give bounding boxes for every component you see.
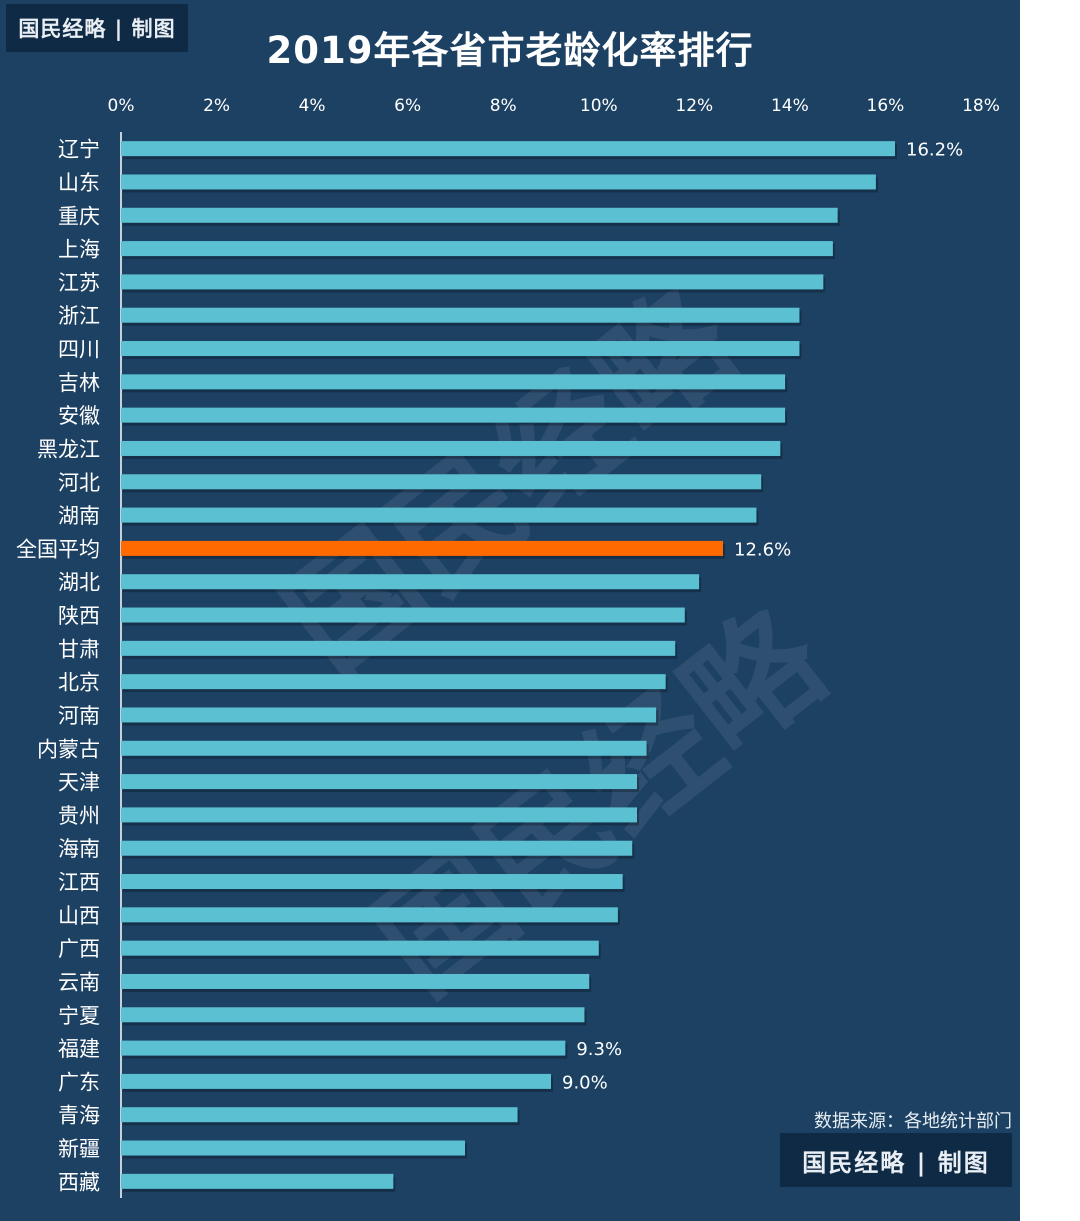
category-label: 江苏 (58, 271, 100, 295)
bar (121, 807, 637, 823)
x-tick-label: 14% (771, 96, 809, 116)
category-label: 甘肃 (58, 637, 100, 661)
bar (121, 307, 800, 323)
brand-badge-bottom: 国民经略 | 制图 (780, 1133, 1012, 1187)
category-label: 四川 (58, 338, 100, 362)
category-label: 河南 (58, 704, 100, 728)
bar (121, 1040, 566, 1056)
category-label: 湖北 (58, 571, 100, 595)
bar (121, 907, 618, 923)
category-label: 西藏 (58, 1170, 100, 1194)
category-label: 云南 (58, 970, 100, 994)
bar (121, 740, 647, 756)
bar (121, 1140, 465, 1156)
x-tick-label: 10% (580, 96, 618, 116)
bar (121, 341, 800, 357)
bar (121, 474, 762, 490)
bar (121, 674, 666, 690)
bar (121, 940, 599, 956)
category-label: 北京 (58, 671, 100, 695)
bar (121, 141, 895, 157)
bar (121, 207, 838, 223)
bar (121, 607, 685, 623)
source-note: 数据来源：各地统计部门 (814, 1111, 1012, 1132)
category-label: 青海 (58, 1104, 100, 1128)
bar (121, 440, 781, 456)
bar (121, 274, 824, 290)
bar (121, 640, 676, 656)
chart-title: 2019年各省市老龄化率排行 (266, 29, 754, 72)
category-label: 安徽 (58, 404, 100, 428)
category-label: 海南 (58, 837, 100, 861)
category-label: 福建 (58, 1037, 100, 1061)
category-label: 河北 (58, 471, 100, 495)
category-label: 辽宁 (58, 138, 100, 162)
category-label: 广西 (58, 937, 100, 961)
bar (121, 973, 590, 989)
x-tick-label: 18% (962, 96, 1000, 116)
bar (121, 407, 786, 423)
x-tick-label: 2% (203, 96, 230, 116)
category-label: 贵州 (58, 804, 100, 828)
category-label: 湖南 (58, 504, 100, 528)
brand-badge-top: 国民经略 | 制图 (6, 4, 188, 52)
category-label: 吉林 (58, 371, 100, 395)
bar (121, 707, 657, 723)
bar (121, 1173, 394, 1189)
bar (121, 174, 876, 190)
bar (121, 1007, 585, 1023)
bar-chart: 0% 2% 4% 6% 8% 10% 12% 14% 16% 18% 辽宁 16.2% 山东重庆上海江苏… (16, 96, 1000, 1198)
data-label: 9.3% (576, 1039, 622, 1060)
bar (121, 840, 633, 856)
bar (121, 574, 700, 590)
category-label: 陕西 (58, 604, 100, 628)
data-label: 12.6% (734, 539, 791, 560)
data-label: 9.0% (562, 1072, 608, 1093)
category-label: 江西 (58, 871, 100, 895)
x-tick-label: 6% (394, 96, 421, 116)
category-label: 上海 (58, 238, 100, 262)
x-tick-label: 0% (108, 96, 135, 116)
bar-highlight (121, 540, 723, 556)
bar (121, 874, 623, 890)
category-label: 重庆 (58, 204, 100, 228)
category-label: 天津 (58, 771, 100, 795)
bar (121, 374, 786, 390)
bar (121, 1073, 551, 1089)
category-label: 浙江 (58, 304, 100, 328)
x-tick-label: 12% (675, 96, 713, 116)
bar (121, 1107, 518, 1123)
x-tick-label: 16% (867, 96, 905, 116)
bar (121, 774, 637, 790)
category-label: 新疆 (58, 1137, 100, 1161)
bar (121, 241, 833, 257)
category-label: 山东 (58, 171, 100, 195)
data-label: 16.2% (906, 140, 963, 161)
category-label: 广东 (58, 1070, 100, 1094)
category-label: 宁夏 (58, 1004, 100, 1028)
x-tick-label: 8% (490, 96, 517, 116)
category-label: 黑龙江 (37, 437, 100, 461)
category-label: 内蒙古 (37, 737, 100, 761)
bar (121, 507, 757, 523)
category-label: 全国平均 (16, 537, 100, 561)
x-tick-label: 4% (299, 96, 326, 116)
category-label: 山西 (58, 904, 100, 928)
